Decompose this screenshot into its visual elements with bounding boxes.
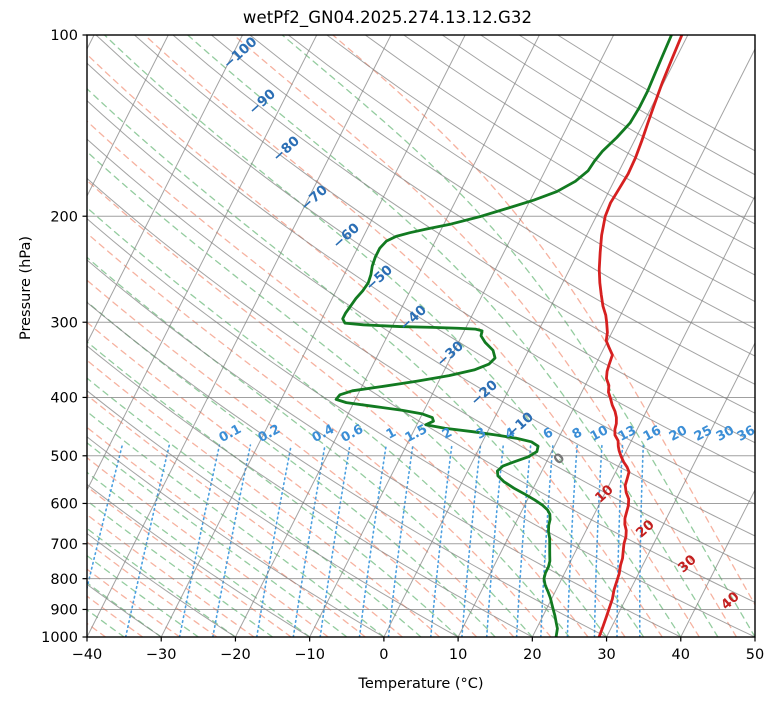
y-tick-label: 700 [50,537,78,553]
x-tick-label: −20 [220,647,251,663]
x-tick-label: 40 [672,647,690,663]
series-line-temperature [597,35,684,637]
x-tick-label: 20 [523,647,541,663]
x-tick-label: −40 [72,647,103,663]
y-tick-label: 900 [50,603,78,619]
moist-adiabat-lines [87,35,755,637]
mixing-ratio-lines [87,444,645,637]
x-tick-label: 0 [379,647,388,663]
data-series-layer [334,35,684,637]
x-tick-label: 50 [746,647,764,663]
x-tick-label: −30 [146,647,177,663]
y-tick-label: 300 [50,315,78,331]
y-tick-label: 800 [50,572,78,588]
y-axis-ticks: 100 200 300 400 500 600 700 800 900 1000 [41,28,87,646]
isobar-lines [87,35,755,637]
dry-adiabat-lines [87,35,755,637]
plot-background [87,35,755,637]
x-axis-ticks: −40 −30 −20 −10 0 10 20 30 40 50 [72,637,764,663]
x-axis-label: Temperature (°C) [358,676,484,692]
y-tick-label: 200 [50,209,78,225]
y-tick-label: 500 [50,449,78,465]
plot-frame [86,34,756,638]
series-line-dewpoint [334,35,673,637]
x-tick-label: 10 [449,647,467,663]
x-tick-label: 30 [597,647,615,663]
y-tick-label: 1000 [41,630,78,646]
y-tick-label: 600 [50,497,78,513]
page-title: wetPf2_GN04.2025.274.13.12.G32 [242,8,533,27]
y-tick-label: 400 [50,391,78,407]
isotherm-lines [87,35,755,637]
x-tick-label: −10 [294,647,325,663]
y-tick-label: 100 [50,28,78,44]
